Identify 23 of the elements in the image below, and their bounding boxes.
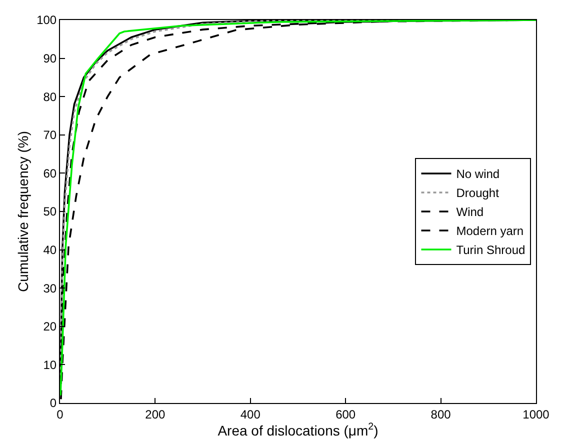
legend-label: No wind [456,167,500,182]
y-tick-label: 80 [43,90,57,104]
y-tick-label: 50 [43,204,57,219]
y-axis-title: Cumulative frequency (%) [15,130,32,292]
x-tick-label: 1000 [522,407,550,422]
y-tick-label: 60 [43,166,57,180]
x-tick-label: 800 [430,407,452,422]
x-tick-label: 600 [336,407,356,422]
y-tick-label: 30 [43,281,57,296]
y-tick-label: 0 [50,396,57,410]
legend-label: Wind [456,205,484,220]
legend-label: Drought [456,186,500,200]
x-tick-label: 400 [240,407,261,422]
legend-label: Turin Shroud [456,243,526,258]
y-tick-label: 20 [43,320,57,334]
x-tick-label: 200 [145,407,166,422]
y-tick-label: 10 [43,358,57,372]
x-axis-title: Area of dislocations (μm$^{2}$) [218,421,378,438]
y-tick-label: 100 [36,13,57,28]
legend-label: Modern yarn [456,224,524,238]
y-tick-label: 40 [43,243,57,257]
y-tick-label: 70 [43,128,57,142]
y-tick-label: 90 [43,52,57,66]
